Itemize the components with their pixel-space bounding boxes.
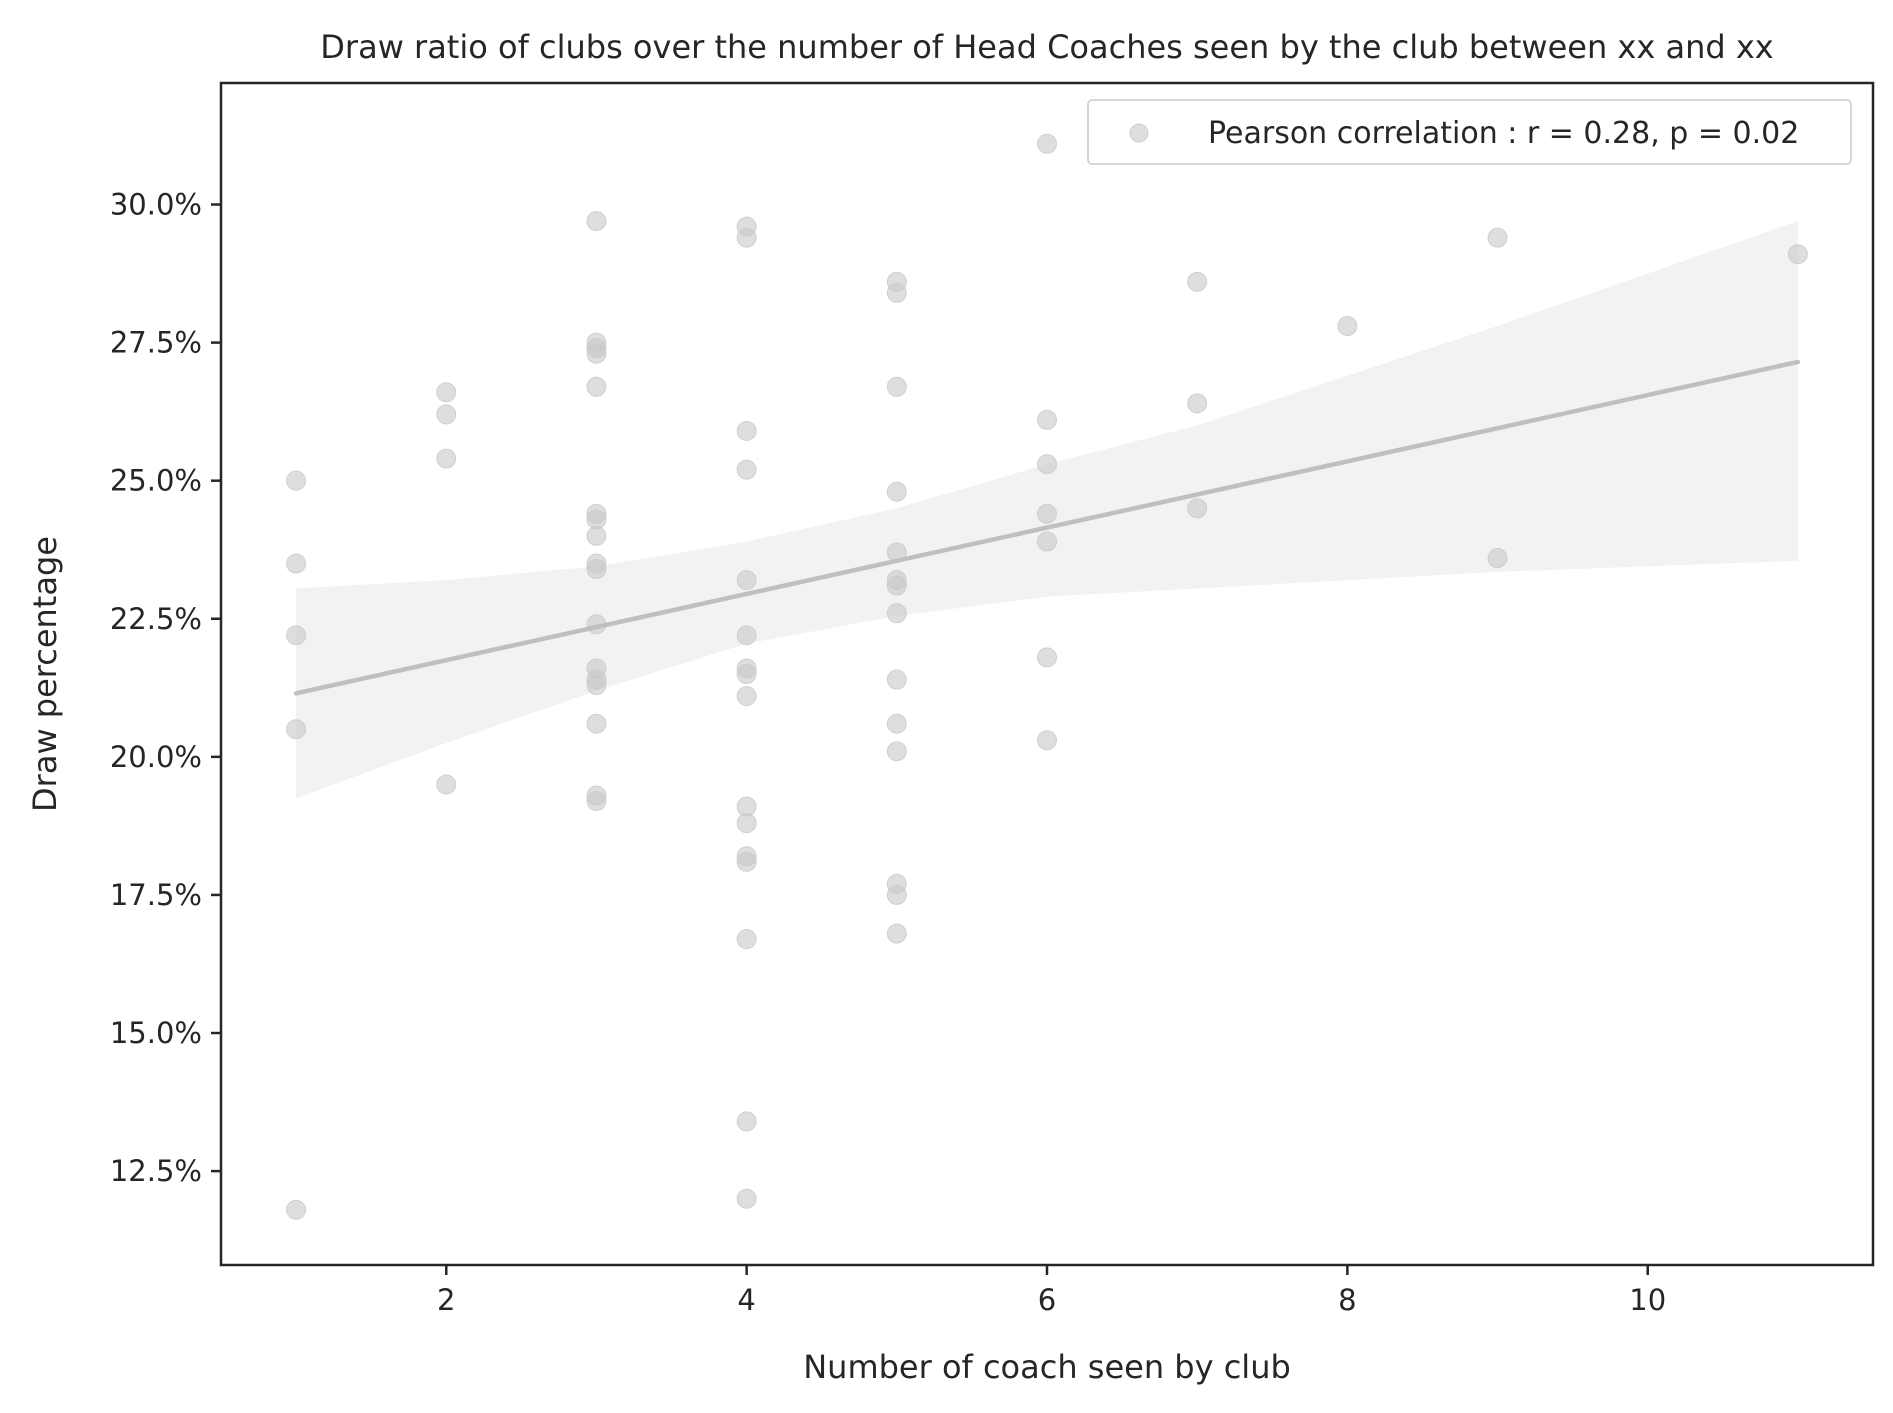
data-point — [586, 675, 607, 696]
plot-area — [286, 133, 1808, 1220]
data-point — [286, 719, 307, 740]
data-point — [736, 570, 757, 591]
data-point — [886, 575, 907, 596]
data-point — [736, 227, 757, 248]
data-point — [736, 929, 757, 950]
x-tick-label: 6 — [1038, 1283, 1056, 1317]
legend: Pearson correlation : r = 0.28, p = 0.02 — [1087, 99, 1852, 165]
data-point — [736, 813, 757, 834]
data-point — [886, 603, 907, 624]
y-tick-label: 12.5% — [110, 1154, 202, 1188]
y-tick-label: 30.0% — [110, 188, 202, 222]
data-point — [436, 382, 457, 403]
x-tick-label: 10 — [1629, 1283, 1666, 1317]
data-point — [1037, 531, 1057, 552]
data-point — [586, 376, 607, 397]
data-point — [886, 481, 907, 502]
data-point — [886, 713, 907, 734]
legend-marker — [1129, 123, 1149, 143]
data-point — [586, 211, 607, 232]
y-axis-label: Draw percentage — [26, 536, 64, 812]
data-point — [586, 525, 607, 546]
y-tick-label: 20.0% — [110, 740, 202, 774]
data-point — [1037, 503, 1057, 524]
x-tick-label: 8 — [1338, 1283, 1356, 1317]
data-point — [1337, 316, 1358, 337]
data-point — [886, 741, 907, 762]
data-point — [736, 664, 757, 684]
data-point — [1037, 647, 1057, 668]
data-point — [886, 669, 907, 690]
data-point — [886, 282, 907, 303]
data-point — [1187, 393, 1208, 414]
data-point — [1487, 548, 1508, 569]
chart-title: Draw ratio of clubs over the number of H… — [320, 28, 1773, 66]
y-axis: 12.5% 15.0% 17.5% 20.0% 22.5% 25.0% 27.5% 30.0% — [110, 188, 221, 1188]
data-point — [886, 884, 907, 905]
legend-box — [1087, 99, 1852, 165]
data-point — [736, 420, 757, 441]
data-point — [736, 1111, 757, 1132]
data-point — [436, 404, 457, 425]
y-tick-label: 25.0% — [110, 464, 202, 498]
data-point — [586, 559, 607, 580]
x-tick-label: 2 — [437, 1283, 455, 1317]
data-point — [736, 851, 757, 872]
data-point — [436, 774, 457, 795]
y-tick-label: 15.0% — [110, 1016, 202, 1050]
data-point — [286, 470, 307, 491]
data-point — [1037, 454, 1057, 475]
data-point — [736, 459, 757, 480]
y-tick-label: 17.5% — [110, 878, 202, 912]
data-point — [736, 625, 757, 646]
data-point — [1037, 409, 1057, 430]
data-point — [436, 448, 457, 469]
data-point — [736, 1188, 757, 1209]
data-point — [736, 686, 757, 707]
data-point — [1187, 498, 1208, 519]
data-point — [586, 713, 607, 734]
x-axis-label: Number of coach seen by club — [803, 1348, 1291, 1386]
data-point — [1487, 227, 1508, 248]
data-point — [886, 376, 907, 397]
data-point — [586, 791, 607, 812]
data-point — [1037, 730, 1057, 751]
data-point — [1187, 271, 1208, 292]
data-point — [1037, 133, 1057, 154]
y-tick-label: 22.5% — [110, 602, 202, 636]
data-point — [1787, 244, 1808, 265]
data-point — [286, 1199, 307, 1220]
y-tick-label: 27.5% — [110, 326, 202, 360]
data-point — [286, 625, 307, 646]
legend-entry-label: Pearson correlation : r = 0.28, p = 0.02 — [1208, 116, 1799, 151]
data-point — [286, 553, 307, 574]
regression-line — [293, 359, 1801, 696]
x-axis: 2 4 6 8 10 — [437, 1265, 1666, 1317]
data-point — [586, 343, 607, 364]
x-tick-label: 4 — [737, 1283, 755, 1317]
data-point — [886, 923, 907, 944]
